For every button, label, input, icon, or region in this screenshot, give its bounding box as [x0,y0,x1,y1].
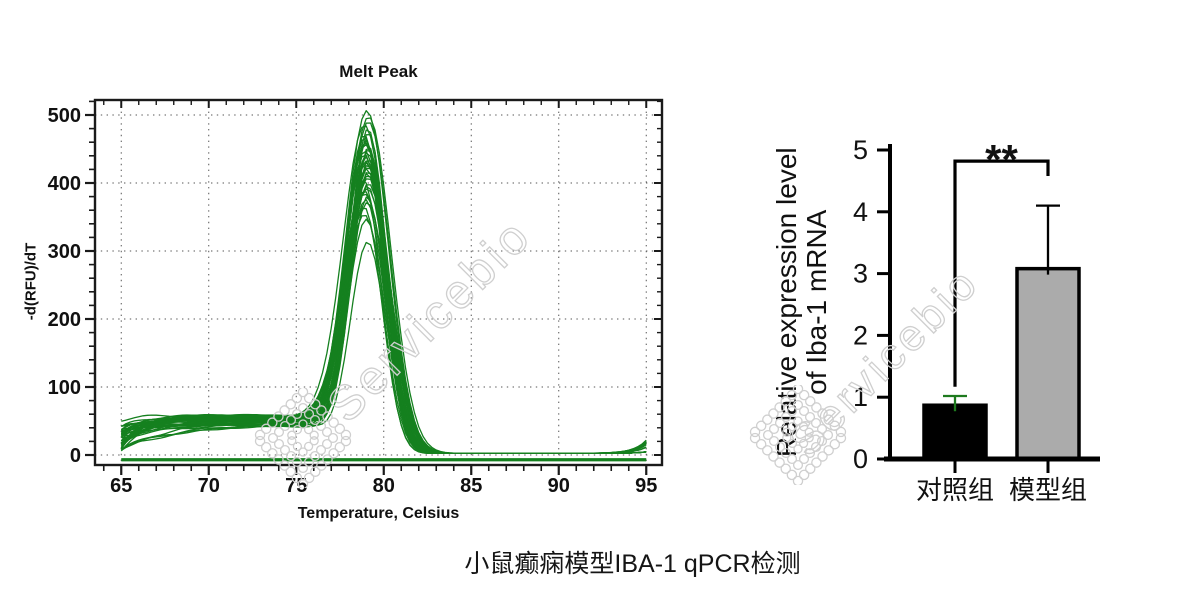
svg-text:70: 70 [198,475,220,497]
svg-text:3: 3 [853,259,868,289]
svg-text:1: 1 [853,382,868,412]
svg-text:5: 5 [853,135,868,165]
svg-text:400: 400 [48,173,81,195]
servicebio-logo-icon [749,385,847,485]
svg-text:模型组: 模型组 [1009,475,1087,505]
melt-curve-plot: 65 70 75 80 85 90 95 0 100 200 300 400 500 [48,98,664,497]
svg-text:对照组: 对照组 [916,475,994,505]
svg-text:200: 200 [48,309,81,331]
bar-plot: 0 1 2 3 4 5 对照组 模型组 ** [853,135,1100,505]
servicebio-logo-icon [254,388,352,488]
figure-caption: 小鼠癫痫模型IBA-1 qPCR检测 [464,550,801,578]
svg-text:2: 2 [853,320,868,350]
melt-chart-title: Melt Peak [339,62,418,81]
svg-text:80: 80 [373,475,395,497]
svg-text:300: 300 [48,241,81,263]
svg-text:65: 65 [110,475,132,497]
svg-text:100: 100 [48,377,81,399]
melt-x-axis-label: Temperature, Celsius [297,505,460,522]
svg-text:85: 85 [460,475,482,497]
svg-text:**: ** [985,136,1018,183]
svg-text:500: 500 [48,105,81,127]
svg-text:4: 4 [853,197,868,227]
svg-text:0: 0 [70,445,81,467]
svg-text:95: 95 [635,475,657,497]
svg-text:0: 0 [853,444,868,474]
svg-text:90: 90 [548,475,570,497]
svg-text:75: 75 [285,475,307,497]
